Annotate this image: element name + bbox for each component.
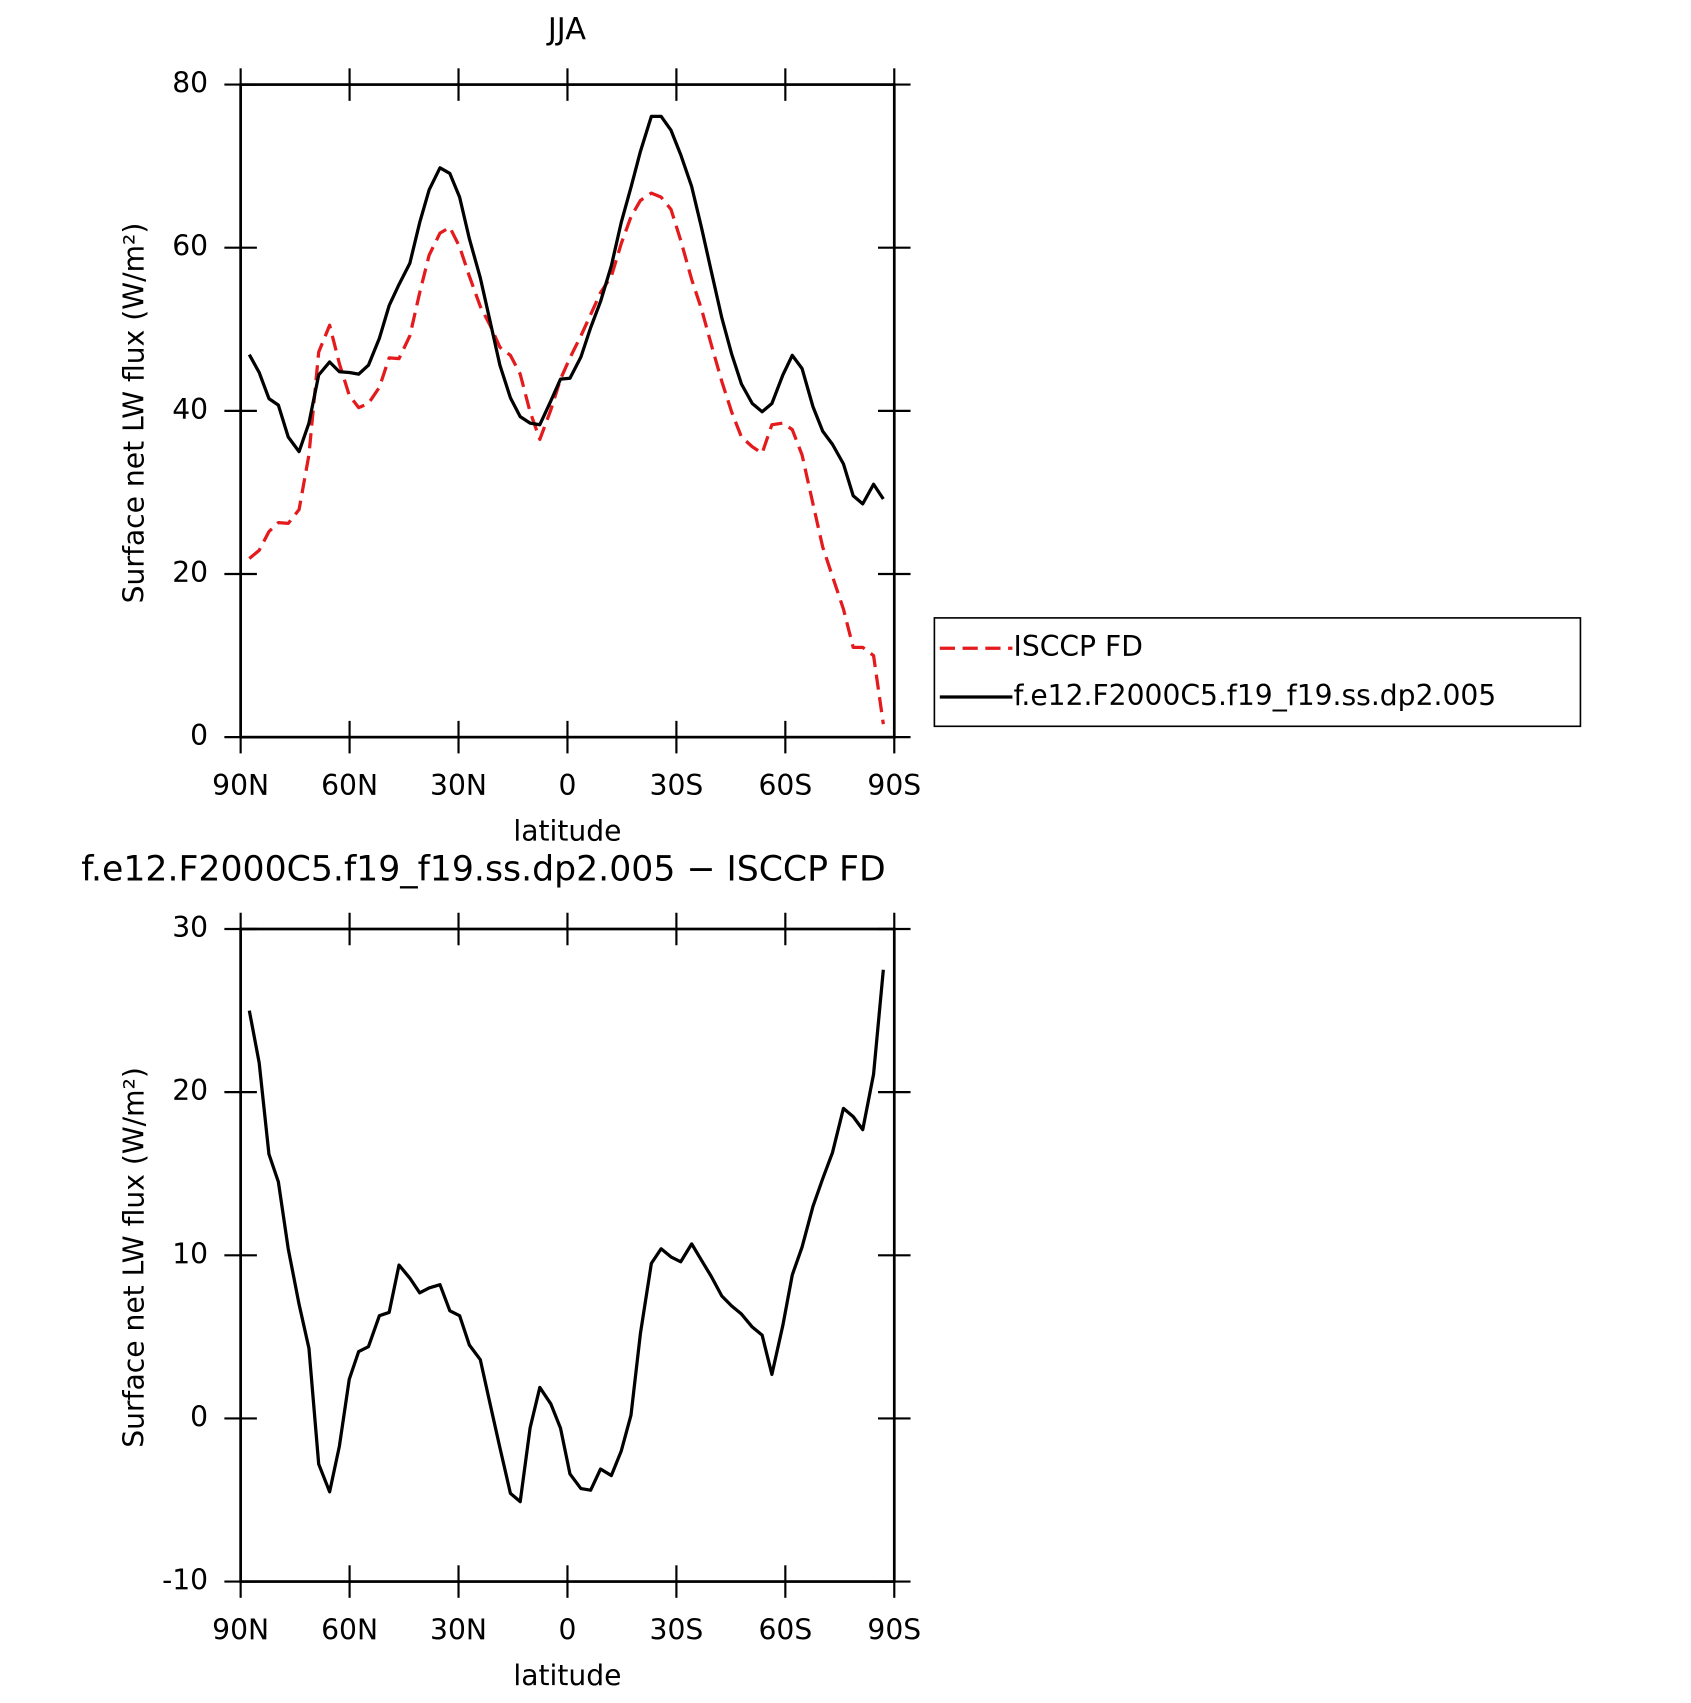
x-tick-label: 30S xyxy=(650,1613,704,1646)
y-tick-label: 0 xyxy=(190,719,208,752)
legend-label: f.e12.F2000C5.f19_f19.ss.dp2.005 xyxy=(1014,679,1497,712)
x-tick-label: 90S xyxy=(867,769,921,802)
x-axis-label: latitude xyxy=(513,1659,621,1692)
x-tick-label: 60N xyxy=(321,769,378,802)
plot-frame xyxy=(239,927,896,1583)
plot-frame xyxy=(239,83,896,739)
y-tick-label: 20 xyxy=(172,556,208,589)
x-tick-label: 30S xyxy=(650,769,704,802)
chart-title: JJA xyxy=(546,12,586,47)
y-tick-label: 80 xyxy=(172,67,208,100)
x-tick-label: 60S xyxy=(758,769,812,802)
x-tick-label: 90N xyxy=(212,769,269,802)
x-tick-label: 30N xyxy=(430,1613,487,1646)
y-tick-label: 60 xyxy=(172,230,208,263)
y-tick-label: 30 xyxy=(172,911,208,944)
y-axis-label: Surface net LW flux (W/m²) xyxy=(117,223,150,604)
x-axis-label: latitude xyxy=(513,815,621,848)
x-tick-label: 90S xyxy=(867,1613,921,1646)
y-tick-label: -10 xyxy=(162,1564,208,1597)
x-tick-label: 60N xyxy=(321,1613,378,1646)
data-line xyxy=(247,969,885,1504)
chart-title: f.e12.F2000C5.f19_f19.ss.dp2.005 − ISCCP… xyxy=(81,849,885,889)
y-tick-label: 0 xyxy=(190,1400,208,1433)
x-tick-label: 0 xyxy=(558,769,576,802)
legend-label: ISCCP FD xyxy=(1014,630,1143,663)
x-tick-label: 30N xyxy=(430,769,487,802)
x-tick-label: 60S xyxy=(758,1613,812,1646)
data-line xyxy=(247,114,885,506)
y-tick-label: 40 xyxy=(172,393,208,426)
y-axis-label: Surface net LW flux (W/m²) xyxy=(117,1067,150,1448)
data-line xyxy=(248,191,885,725)
x-tick-label: 90N xyxy=(212,1613,269,1646)
x-tick-label: 0 xyxy=(558,1613,576,1646)
legend-box xyxy=(933,617,1582,728)
y-tick-label: 20 xyxy=(172,1074,208,1107)
y-tick-label: 10 xyxy=(172,1237,208,1270)
